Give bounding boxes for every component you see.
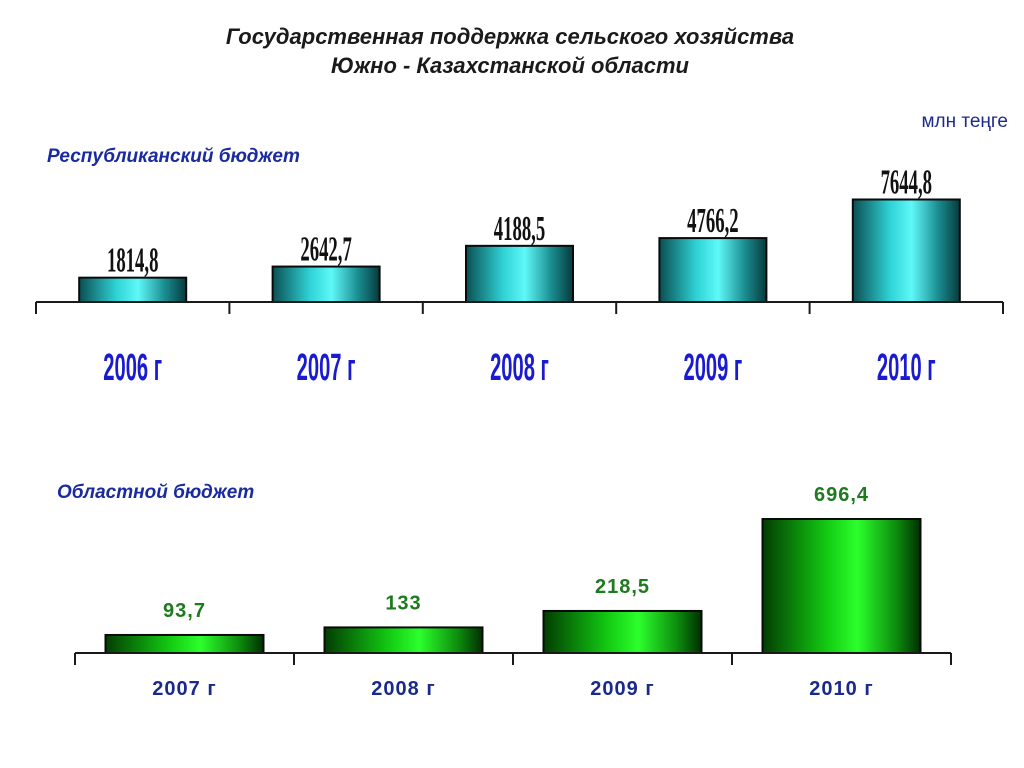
page-title: Государственная поддержка сельского хозя… xyxy=(0,22,1020,80)
oblast-budget-title: Областной бюджет xyxy=(57,482,255,503)
rep-bar xyxy=(465,244,574,303)
rep-value-label: 2642,7 xyxy=(300,231,351,270)
rep-category-label: 2007 г xyxy=(297,348,356,389)
rep-bar xyxy=(851,198,961,303)
obl-value-label: 696,4 xyxy=(814,484,869,506)
obl-category-label: 2010 г xyxy=(809,678,873,700)
rep-category-label: 2008 г xyxy=(490,348,549,389)
obl-value-label: 93,7 xyxy=(163,600,206,622)
rep-category-label: 2010 г xyxy=(877,348,936,389)
rep-value-label: 4188,5 xyxy=(494,210,545,249)
rep-bar xyxy=(658,237,768,303)
rep-value-label: 4766,2 xyxy=(687,202,738,241)
rep-value-label: 1814,8 xyxy=(107,242,158,281)
obl-value-label: 133 xyxy=(385,592,421,614)
obl-bar xyxy=(761,518,922,654)
republican-budget-title: Республиканский бюджет xyxy=(47,146,300,167)
obl-bar xyxy=(542,609,703,654)
republican-budget-chart: 1814,8 2006 г 2642,7 2007 г 4188,5 2008 г 4766… xyxy=(35,164,1004,389)
rep-bar xyxy=(78,276,188,304)
rep-bar xyxy=(271,265,381,303)
obl-category-label: 2007 г xyxy=(152,678,216,700)
obl-category-label: 2009 г xyxy=(590,678,654,700)
title-line-2: Южно - Казахстанской области xyxy=(331,53,689,78)
title-line-1: Государственная поддержка сельского хозя… xyxy=(225,24,795,49)
rep-category-label: 2006 г xyxy=(103,348,162,389)
obl-bar xyxy=(323,626,484,654)
unit-label: млн теңге xyxy=(921,111,1008,132)
obl-category-label: 2008 г xyxy=(371,678,435,700)
rep-value-label: 7644,8 xyxy=(881,164,932,203)
obl-bar xyxy=(104,633,265,654)
rep-category-label: 2009 г xyxy=(683,348,742,389)
obl-value-label: 218,5 xyxy=(595,576,650,598)
